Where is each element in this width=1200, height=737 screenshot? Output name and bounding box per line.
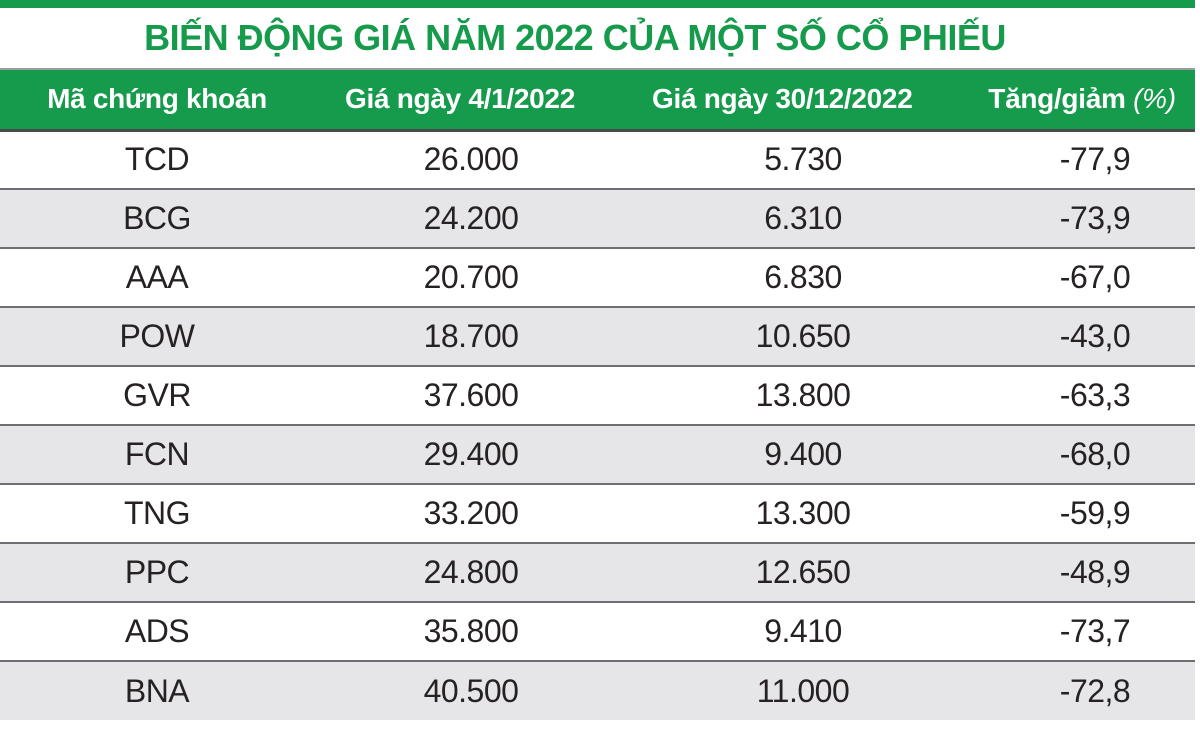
ticker-cell: AAA xyxy=(0,247,280,307)
price-start-cell: 37.600 xyxy=(280,365,652,425)
change-cell: -43,0 xyxy=(947,306,1195,366)
table-row: GVR 37.600 13.800 -63,3 xyxy=(0,365,1195,425)
table-row: BCG 24.200 6.310 -73,9 xyxy=(0,188,1195,248)
ticker-cell: GVR xyxy=(0,365,280,425)
table-row: TCD 26.000 5.730 -77,9 xyxy=(0,130,1195,189)
price-end-cell: 13.300 xyxy=(652,483,947,543)
table-header-row: Mã chứng khoán Giá ngày 4/1/2022 Giá ngà… xyxy=(0,68,1195,132)
ticker-cell: BNA xyxy=(0,660,280,720)
price-start-cell: 18.700 xyxy=(280,306,652,366)
ticker-cell: FCN xyxy=(0,424,280,484)
price-start-cell: 35.800 xyxy=(280,601,652,661)
price-start-cell: 26.000 xyxy=(423,141,519,178)
price-end-cell: 13.800 xyxy=(652,365,947,425)
ticker-cell: POW xyxy=(0,306,280,366)
price-start-cell: 20.700 xyxy=(280,247,652,307)
change-cell: -67,0 xyxy=(947,247,1195,307)
change-cell: -72,8 xyxy=(947,660,1195,720)
ticker-cell: ADS xyxy=(0,601,280,661)
price-start-cell: 33.200 xyxy=(280,483,652,543)
col-header-price-end: Giá ngày 30/12/2022 xyxy=(652,68,947,132)
top-accent-bar xyxy=(0,0,1195,8)
price-start-cell: 29.400 xyxy=(280,424,652,484)
table-row: PPC 24.800 12.650 -48,9 xyxy=(0,542,1195,602)
change-cell: -73,9 xyxy=(947,188,1195,248)
price-end-cell: 6.830 xyxy=(652,247,947,307)
change-cell: -48,9 xyxy=(947,542,1195,602)
price-end-cell: 12.650 xyxy=(652,542,947,602)
table-row: TNG 33.200 13.300 -59,9 xyxy=(0,483,1195,543)
price-end-cell: 5.730 xyxy=(764,141,842,178)
change-cell: -63,3 xyxy=(947,365,1195,425)
price-start-cell: 24.200 xyxy=(280,188,652,248)
col-header-price-start: Giá ngày 4/1/2022 xyxy=(280,68,652,132)
ticker-cell: TNG xyxy=(0,483,280,543)
table-row: FCN 29.400 9.400 -68,0 xyxy=(0,424,1195,484)
price-end-cell: 10.650 xyxy=(652,306,947,366)
ticker-cell: BCG xyxy=(0,188,280,248)
table-row: BNA 40.500 11.000 -72,8 xyxy=(0,660,1195,720)
price-start-cell: 24.800 xyxy=(280,542,652,602)
change-cell: -59,9 xyxy=(947,483,1195,543)
price-end-cell: 9.410 xyxy=(652,601,947,661)
ticker-cell: PPC xyxy=(0,542,280,602)
col-header-change-unit: (%) xyxy=(1133,83,1176,115)
table-row: POW 18.700 10.650 -43,0 xyxy=(0,306,1195,366)
price-end-cell: 9.400 xyxy=(652,424,947,484)
change-cell: -73,7 xyxy=(947,601,1195,661)
change-cell: -68,0 xyxy=(947,424,1195,484)
ticker-cell: TCD xyxy=(124,141,190,178)
table-row: ADS 35.800 9.410 -73,7 xyxy=(0,601,1195,661)
col-header-change: Tăng/giảm (%) xyxy=(947,68,1195,132)
change-cell: -77,9 xyxy=(1059,141,1131,178)
price-end-cell: 6.310 xyxy=(652,188,947,248)
price-end-cell: 11.000 xyxy=(652,660,947,720)
price-start-cell: 40.500 xyxy=(280,660,652,720)
page-title: BIẾN ĐỘNG GIÁ NĂM 2022 CỦA MỘT SỐ CỔ PHI… xyxy=(144,17,1006,58)
col-header-change-label: Tăng/giảm xyxy=(988,83,1126,115)
table-row: AAA 20.700 6.830 -67,0 xyxy=(0,247,1195,307)
stock-price-table: Mã chứng khoán Giá ngày 4/1/2022 Giá ngà… xyxy=(0,68,1195,720)
col-header-ticker: Mã chứng khoán xyxy=(0,68,280,132)
